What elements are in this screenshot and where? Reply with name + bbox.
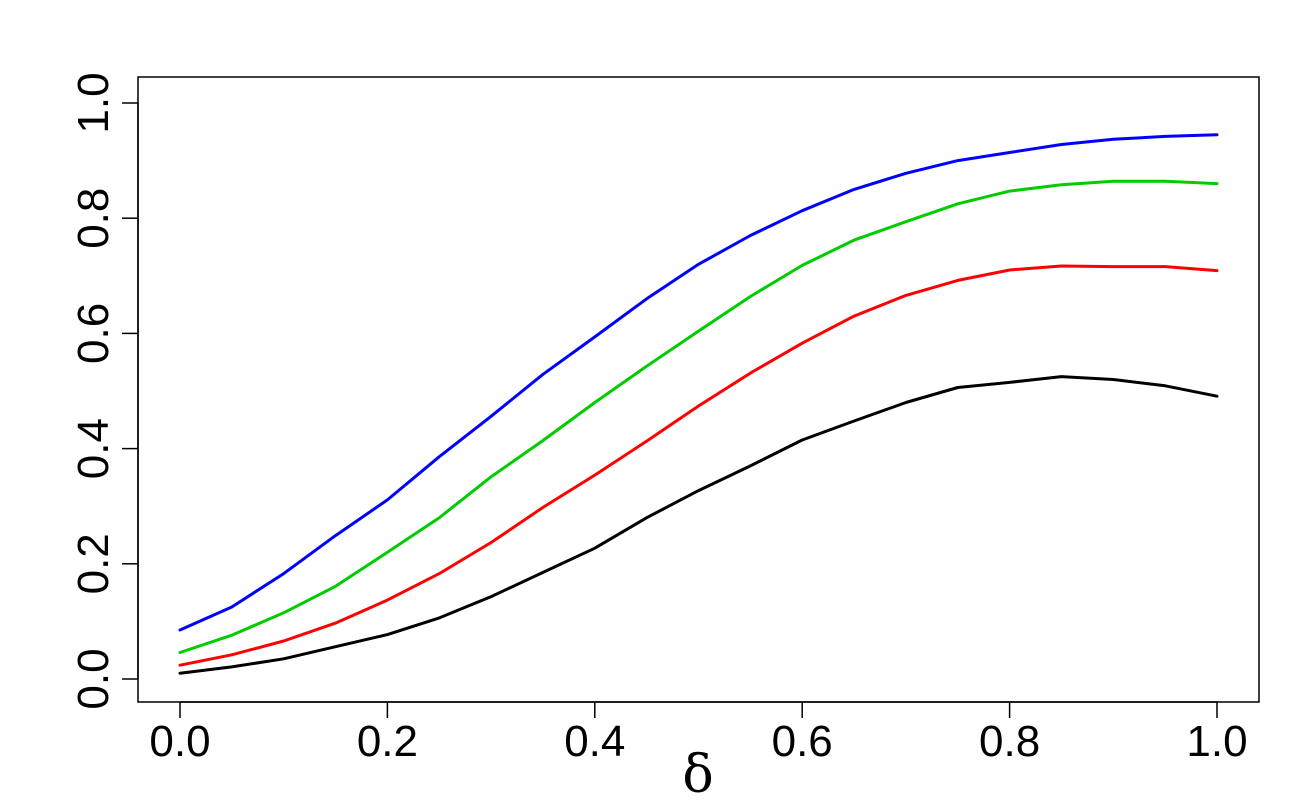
y-tick-label: 0.8 (69, 188, 118, 249)
series-layer (178, 133, 1219, 675)
x-tick-label: 0.4 (564, 717, 625, 766)
series-line-3 (178, 264, 1219, 667)
series-line-2 (178, 179, 1219, 654)
y-tick-label: 0.0 (69, 648, 118, 709)
y-tick-label: 0.2 (69, 533, 118, 594)
x-tick-label: 0.2 (357, 717, 418, 766)
y-tick-label: 0.6 (69, 303, 118, 364)
y-tick-label: 1.0 (69, 72, 118, 133)
x-tick-label: 0.0 (149, 717, 210, 766)
x-axis: 0.0 0.2 0.4 0.6 0.8 1.0 (149, 701, 1248, 766)
x-tick-label: 1.0 (1186, 717, 1247, 766)
series-line-4 (178, 375, 1219, 675)
plot-frame (137, 76, 1260, 703)
x-tick-label: 0.6 (772, 717, 833, 766)
x-tick-label: 0.8 (979, 717, 1040, 766)
y-axis: 0.0 0.2 0.4 0.6 0.8 1.0 (69, 72, 139, 710)
series-line-1 (178, 133, 1219, 632)
x-axis-title: δ (682, 745, 713, 800)
y-tick-label: 0.4 (69, 418, 118, 479)
